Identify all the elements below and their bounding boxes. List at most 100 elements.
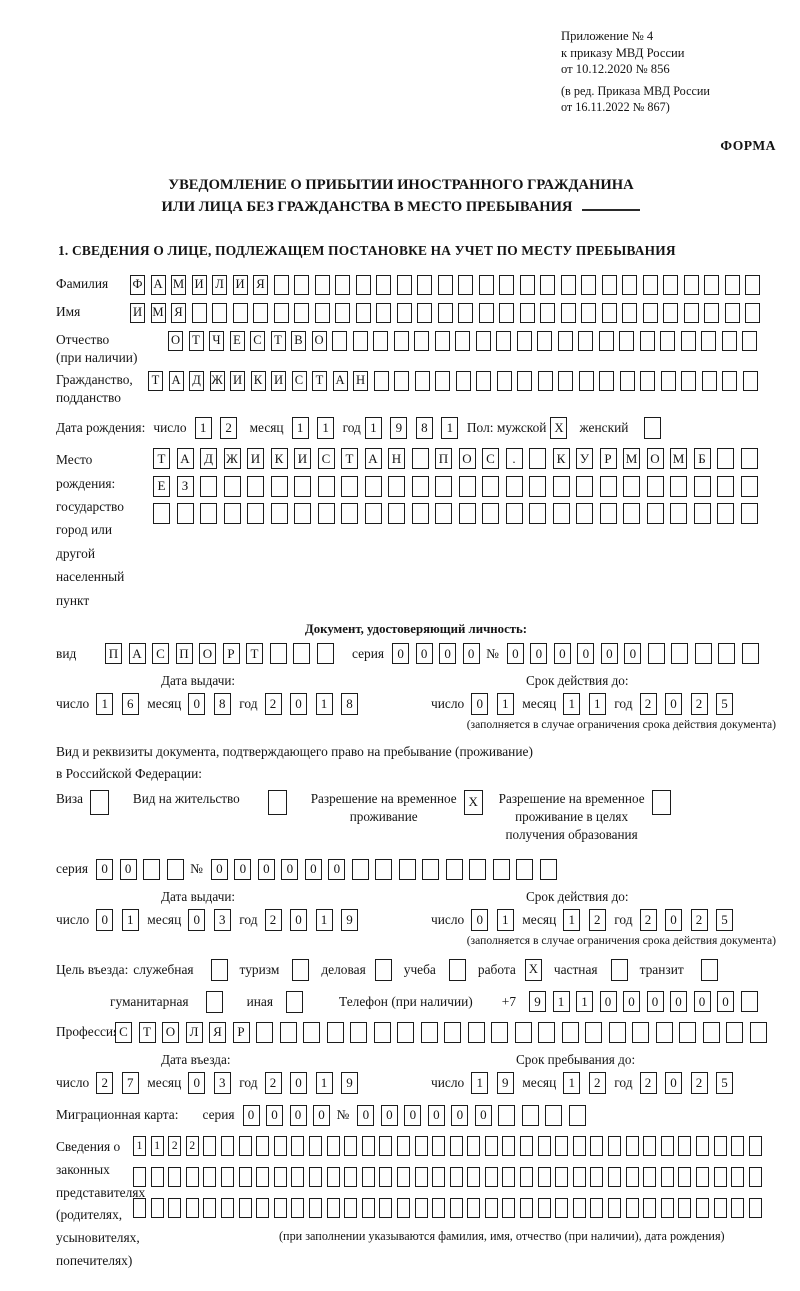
cell[interactable]: 1 [563,908,581,931]
cell[interactable]: 0 [313,1104,331,1126]
cell[interactable] [505,475,523,497]
cell[interactable] [467,1166,481,1187]
cell[interactable]: 9 [341,908,359,931]
cell[interactable] [643,1197,657,1218]
purpose-humanitarian-checkbox[interactable] [205,990,223,1013]
cell[interactable] [396,302,412,323]
cell[interactable]: Д [189,370,204,391]
cell[interactable]: С [317,448,335,470]
cell[interactable]: 0 [357,1104,375,1126]
cell[interactable]: 0 [96,908,114,931]
cell[interactable] [619,330,634,351]
cell[interactable] [153,503,170,525]
cell[interactable] [317,475,335,497]
cell[interactable] [256,1197,270,1218]
cell[interactable] [599,475,617,497]
cell[interactable] [520,1135,534,1156]
cell[interactable] [740,475,758,497]
cell[interactable]: У [576,448,593,470]
cell[interactable] [581,274,596,295]
cell[interactable]: X [524,958,542,981]
cell[interactable]: 0 [281,858,299,880]
cell[interactable] [379,1135,393,1156]
cell[interactable]: 0 [600,643,618,665]
cell[interactable] [572,1135,586,1156]
cell[interactable] [642,274,658,295]
temp-residence-checkbox[interactable]: X [463,789,483,815]
cell[interactable] [286,990,304,1013]
cell[interactable]: 0 [665,693,683,716]
cell[interactable] [598,330,614,351]
cell[interactable] [590,1166,604,1187]
cell[interactable]: 1 [563,693,581,716]
cell[interactable] [519,302,535,323]
cell[interactable] [422,858,440,880]
cell[interactable]: 0 [624,643,642,665]
cell[interactable] [374,958,392,981]
cell[interactable] [601,274,617,295]
cell[interactable] [724,302,740,323]
cell[interactable]: Т [138,1021,156,1043]
cell[interactable] [223,503,241,525]
cell[interactable] [397,1021,414,1043]
cell[interactable] [748,1135,762,1156]
cell[interactable] [449,1135,463,1156]
cell[interactable] [557,330,573,351]
cell[interactable] [660,1197,674,1218]
cell[interactable]: 1 [576,991,594,1013]
cell[interactable]: Т [246,643,263,665]
cell[interactable]: О [199,643,216,665]
cell[interactable] [516,330,532,351]
cell[interactable]: О [162,1021,179,1043]
cell[interactable] [496,370,512,391]
cell[interactable]: 0 [289,1104,307,1126]
cell[interactable]: 1 [315,908,333,931]
cell[interactable] [484,1197,498,1218]
cell[interactable] [458,503,476,525]
guardians-row2-cells[interactable] [133,1166,766,1187]
cell[interactable] [455,330,470,351]
cell[interactable] [740,448,758,470]
cell[interactable]: 5 [716,693,734,716]
cell[interactable]: О [168,330,183,351]
cell[interactable]: 0 [530,643,548,665]
cell[interactable] [514,1021,532,1043]
cell[interactable] [350,1021,367,1043]
cell[interactable]: С [115,1021,132,1043]
cell[interactable]: 0 [427,1104,445,1126]
cell[interactable] [700,958,718,981]
cell[interactable]: 5 [716,908,734,931]
cell[interactable] [375,858,393,880]
cell[interactable] [745,274,760,295]
cell[interactable] [247,503,264,525]
cell[interactable] [326,1166,340,1187]
cell[interactable]: 8 [415,417,433,440]
cell[interactable]: Р [599,448,617,470]
cell[interactable] [445,858,463,880]
cell[interactable] [467,1135,481,1156]
cell[interactable]: . [505,448,523,470]
cell[interactable] [599,503,617,525]
cell[interactable] [133,1166,146,1187]
cell[interactable]: 0 [415,643,433,665]
guardians-row3-cells[interactable] [133,1197,766,1218]
cell[interactable] [394,370,409,391]
cell[interactable]: 1 [552,991,570,1013]
cell[interactable] [585,1021,602,1043]
cell[interactable] [458,274,473,295]
cell[interactable] [417,274,432,295]
cell[interactable]: 2 [96,1071,114,1094]
cell[interactable] [388,475,405,497]
cell[interactable] [560,274,576,295]
cell[interactable]: 2 [168,1135,182,1156]
cell[interactable] [623,503,640,525]
